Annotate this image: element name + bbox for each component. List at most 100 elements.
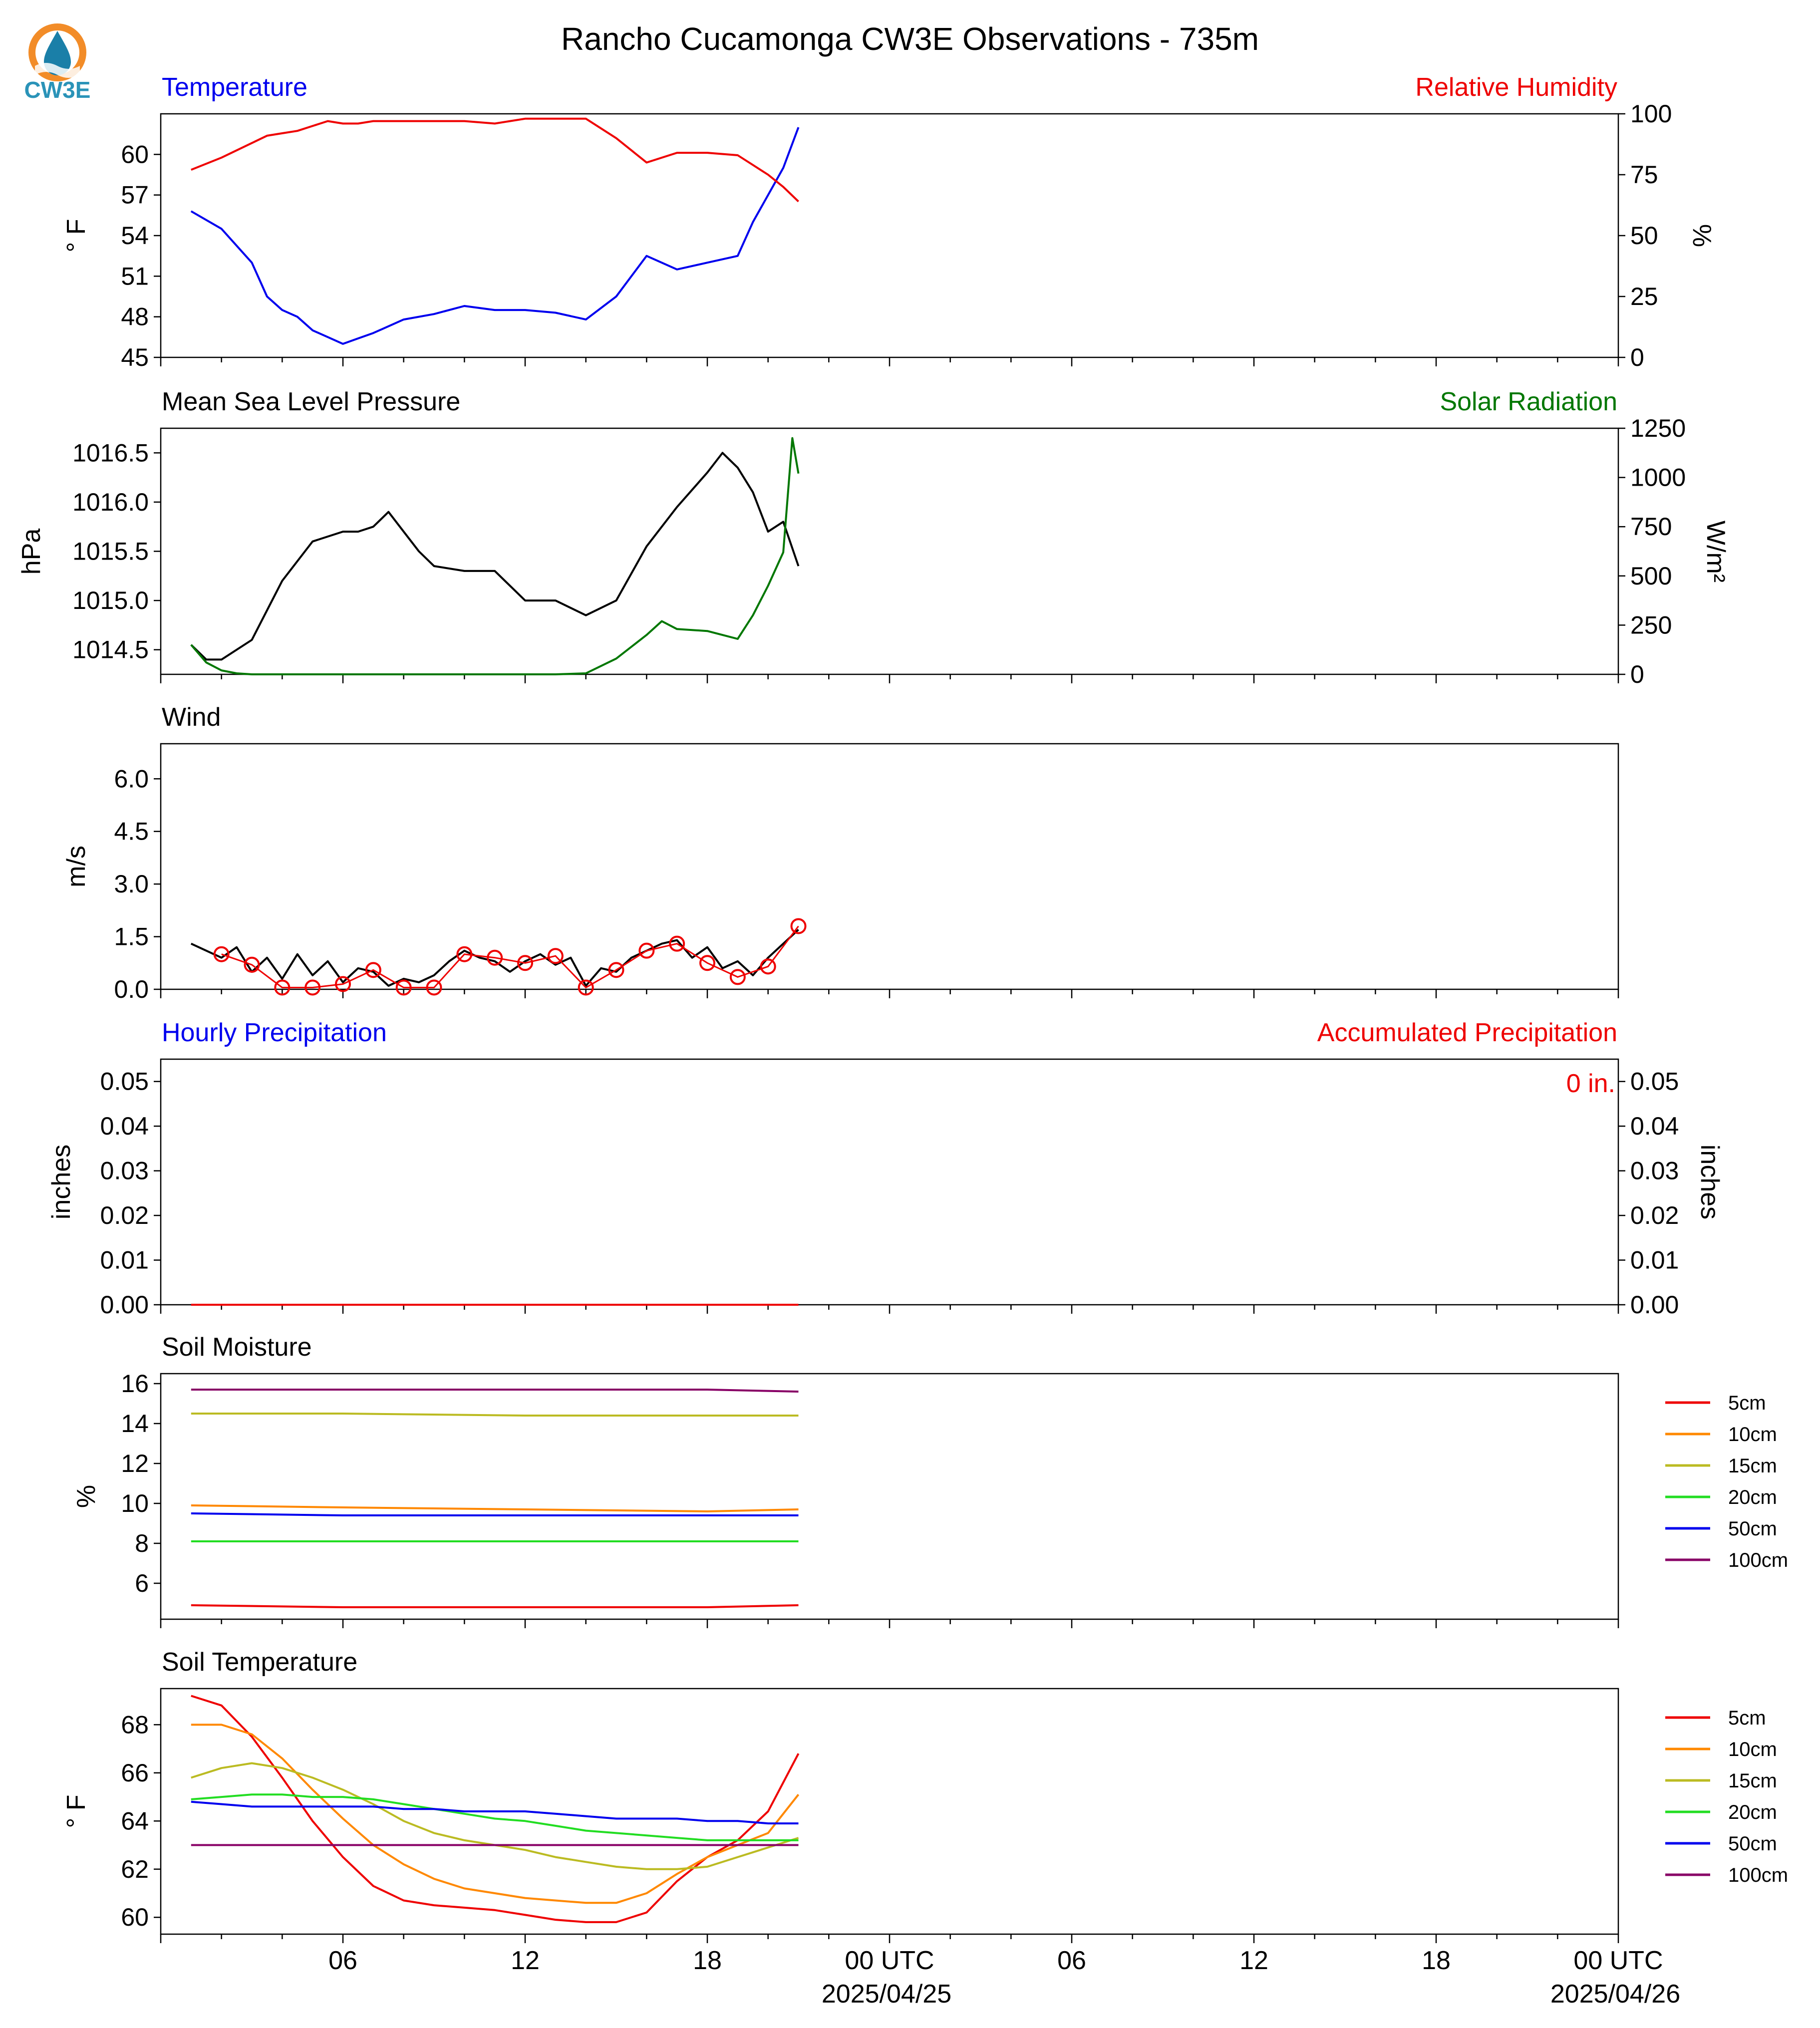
panel-frame	[160, 1688, 1619, 1935]
y-tick-label-left: 54	[121, 222, 149, 250]
y-tick-label-left: 6	[135, 1569, 149, 1597]
panel-title-left: Hourly Precipitation	[162, 1018, 387, 1047]
time-axis-labels: 06 12 18 00 UTC 06 12 18 00 UTC 2025/04/25 2025/0…	[328, 1946, 1680, 2009]
series-layer	[190, 437, 800, 675]
x-ticks	[160, 357, 1619, 366]
hourly-wind-marker	[760, 958, 776, 975]
panel-soil-moisture: Soil Moisture % 6 8 10 12 14 16 5cm 10cm 15cm 20…	[72, 1333, 1788, 1628]
y-ticks-right: 0 25 50 75 100	[1618, 100, 1672, 371]
panel-frame	[160, 1373, 1619, 1620]
y-tick-label-left: 12	[121, 1449, 149, 1477]
hourly-wind-marker	[790, 918, 807, 934]
y-ticks-right: 0.00 0.01 0.02 0.03 0.04 0.05	[1618, 1068, 1679, 1319]
figure-title: Rancho Cucamonga CW3E Observations - 735…	[561, 21, 1259, 57]
series-15cm-line	[191, 1413, 799, 1417]
y-ticks-left: 60 62 64 66 68	[121, 1711, 161, 1931]
series-10cm-line	[191, 1724, 800, 1904]
y-tick-label-right: 1250	[1630, 414, 1686, 442]
hourly-wind-marker	[335, 976, 351, 992]
series-20cm-line	[191, 1793, 799, 1841]
panel-soil-temperature: Soil Temperature ° F 60 62 64 66 68 5cm 10cm 1…	[62, 1648, 1788, 1943]
y-tick-label-left: 0.02	[100, 1201, 149, 1229]
y-ticks-left: 0.0 1.5 3.0 4.5 6.0	[114, 765, 161, 1003]
y-ticks-left: 6 8 10 12 14 16	[121, 1370, 161, 1597]
y-tick-label-left: 0.01	[100, 1246, 149, 1274]
legend-label: 5cm	[1728, 1392, 1766, 1414]
hourly-wind-marker	[213, 946, 230, 962]
y-axis-label-left: hPa	[17, 529, 46, 575]
legend-label: 15cm	[1728, 1455, 1777, 1477]
panel-title-left: Soil Moisture	[162, 1333, 312, 1362]
y-tick-label-left: 68	[121, 1711, 149, 1738]
panel-wind: Wind m/s 0.0 1.5 3.0 4.5 6.0	[62, 703, 1619, 1003]
series-10cm-line	[191, 1504, 799, 1512]
y-tick-label-left: 62	[121, 1855, 149, 1883]
y-tick-label-right: 0	[1630, 660, 1644, 688]
cw3e-logo: CW3E	[24, 23, 90, 103]
y-axis-label-right: inches	[1695, 1145, 1724, 1219]
y-tick-label-left: 14	[121, 1410, 149, 1438]
y-ticks-left: 0.00 0.01 0.02 0.03 0.04 0.05	[100, 1068, 161, 1319]
panel-title-right: Solar Radiation	[1440, 387, 1617, 416]
y-tick-label-right: 0.04	[1630, 1112, 1679, 1140]
legend-label: 20cm	[1728, 1486, 1777, 1508]
y-tick-label-left: 1016.5	[72, 439, 149, 467]
y-tick-label-left: 16	[121, 1370, 149, 1398]
hourly-wind-marker	[487, 949, 503, 966]
y-tick-label-right: 50	[1630, 222, 1658, 250]
series-wind_speed-line	[190, 929, 799, 987]
x-ticks	[160, 1619, 1619, 1628]
y-tick-label-right: 1000	[1630, 464, 1686, 492]
y-tick-label-right: 500	[1630, 562, 1672, 590]
panel-title-left: Mean Sea Level Pressure	[162, 387, 460, 416]
legend-label: 50cm	[1728, 1833, 1777, 1855]
series-5cm-line	[191, 1695, 800, 1923]
hourly-wind-marker	[547, 948, 564, 964]
series-pressure-line	[190, 452, 800, 661]
y-tick-label-left: 60	[121, 1903, 149, 1931]
panel-title-left: Temperature	[162, 73, 307, 102]
x-date-label: 2025/04/25	[822, 1980, 951, 2009]
y-axis-label-left: m/s	[62, 846, 91, 887]
x-tick-label: 12	[511, 1946, 540, 1975]
y-tick-label-left: 51	[121, 262, 149, 290]
y-tick-label-left: 0.0	[114, 975, 149, 1003]
y-tick-label-right: 100	[1630, 100, 1672, 128]
y-tick-label-right: 750	[1630, 513, 1672, 541]
y-tick-label-left: 0.00	[100, 1291, 149, 1319]
x-tick-label: 06	[328, 1946, 357, 1975]
series-100cm-line	[191, 1389, 799, 1393]
x-tick-label: 12	[1239, 1946, 1268, 1975]
logo-wave-icon	[35, 63, 80, 78]
hourly-wind-marker	[517, 955, 533, 971]
hourly-wind-marker	[365, 962, 381, 978]
y-tick-label-left: 64	[121, 1807, 149, 1835]
panel-frame	[160, 427, 1619, 675]
x-ticks	[160, 1305, 1619, 1314]
hourly-wind-marker	[699, 955, 715, 971]
y-axis-label-left: %	[72, 1485, 101, 1508]
y-tick-label-left: 1015.0	[72, 586, 149, 614]
hourly-wind-marker	[578, 979, 594, 996]
y-axis-label-left: inches	[47, 1145, 76, 1219]
panel-precipitation: Hourly Precipitation Accumulated Precipi…	[47, 1018, 1724, 1319]
y-tick-label-right: 250	[1630, 611, 1672, 639]
y-tick-label-left: 1.5	[114, 923, 149, 951]
y-tick-label-left: 4.5	[114, 818, 149, 846]
y-tick-label-left: 8	[135, 1529, 149, 1557]
y-tick-label-left: 45	[121, 343, 149, 371]
panel-title-right: Accumulated Precipitation	[1317, 1018, 1617, 1047]
series-layer	[190, 918, 807, 996]
x-tick-label: 18	[1422, 1946, 1451, 1975]
y-ticks-left: 1014.5 1015.0 1015.5 1016.0 1016.5	[72, 439, 161, 664]
series-layer	[191, 1695, 800, 1923]
x-ticks	[160, 989, 1619, 998]
series-hourly_mean_wind-line	[221, 925, 799, 989]
hourly-wind-marker	[608, 962, 624, 978]
hourly-wind-marker	[669, 935, 685, 952]
x-tick-label: 06	[1057, 1946, 1086, 1975]
legend-label: 10cm	[1728, 1738, 1777, 1760]
y-tick-label-right: 0	[1630, 343, 1644, 371]
series-relative_humidity-line	[191, 117, 799, 203]
hourly-wind-marker	[456, 946, 473, 962]
